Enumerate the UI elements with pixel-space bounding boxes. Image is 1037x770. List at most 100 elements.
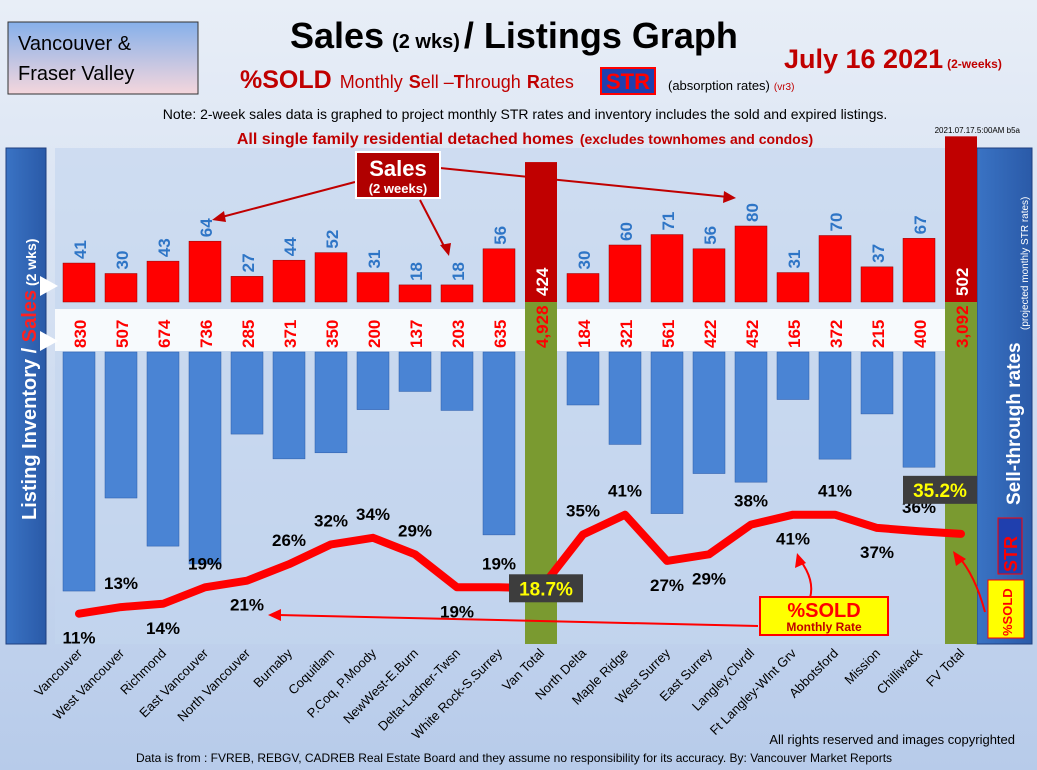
inventory-bar [272,351,306,460]
total-inventory-bar [945,302,977,644]
inventory-label: 184 [575,319,594,348]
inventory-label: 674 [155,319,174,348]
value-band [55,309,975,351]
str-label: 32% [314,511,348,530]
total-sales-label: 424 [533,267,552,296]
sales-label: 31 [365,250,384,269]
sales-label: 80 [743,203,762,222]
sold-callout: %SOLD Monthly Rate [268,551,986,636]
sales-bar [146,260,180,303]
inventory-label: 285 [239,320,258,348]
sales-callout: Sales (2 weeks) [212,151,736,256]
sales-bar [398,284,432,303]
inventory-bar [398,351,432,392]
inventory-label: 635 [491,320,510,348]
str-label: 34% [356,505,390,524]
subtitle: %SOLD Monthly Sell –Through Rates [240,66,574,94]
region-line-2: Fraser Valley [18,63,134,85]
inventory-bar [860,351,894,415]
sales-arrowhead-3 [723,191,736,203]
sales-label: 60 [617,222,636,241]
inventory-label: 203 [449,320,468,348]
str-label: 35% [566,502,600,521]
sales-label: 41 [71,240,90,259]
inventory-bar [776,351,810,400]
sales-arrowhead-2 [440,243,451,256]
inventory-label: 507 [113,320,132,348]
inventory-bar [608,351,642,445]
inventory-label: 452 [743,320,762,348]
sales-label: 30 [113,251,132,270]
sales-bar [860,266,894,303]
date-note: (2-weeks) [947,57,1002,71]
inventory-label: 422 [701,320,720,348]
scope-main: All single family residential detached h… [237,131,574,148]
sales-bar [650,234,684,303]
str-label: 14% [146,619,180,638]
str-label: 21% [230,596,264,615]
sales-label: 18 [407,262,426,281]
str-badge-text: STR [606,69,650,94]
inventory-label: 137 [407,320,426,348]
inventory-bar [104,351,138,499]
sales-label: 70 [827,213,846,232]
region-box [7,21,199,95]
inventory-bar [818,351,852,460]
str-label: 19% [188,554,222,573]
total-sales-label: 502 [953,268,972,296]
sales-bar [230,276,264,303]
rights-text: All rights reserved and images copyright… [769,732,1015,747]
str-label: 19% [440,602,474,621]
str-label: 11% [62,629,95,648]
stamp-text: 2021.07.17.5:00AM b5a [935,126,1021,135]
inventory-label: 215 [869,320,888,348]
title-main: Sales [290,15,384,56]
str-label: 26% [272,531,306,550]
sales-label: 37 [869,244,888,263]
sales-label: 71 [659,212,678,231]
left-panel [5,147,47,645]
str-label: 29% [692,569,726,588]
sales-bar [272,259,306,303]
str-label: 41% [608,482,642,501]
str-label: 29% [398,521,432,540]
total-sales-bar [525,162,557,302]
inventory-bar [734,351,768,483]
absorption-note: (absorption rates) (vr3) [668,78,794,93]
right-sold-text: %SOLD [1000,588,1015,636]
sales-bar [776,272,810,303]
inventory-label: 350 [323,320,342,348]
note-text: Note: 2-week sales data is graphed to pr… [163,106,888,122]
sales-label: 43 [155,238,174,257]
subtitle-ates: ates [540,72,574,92]
inventory-bar [902,351,936,468]
subtitle-hrough: hrough [465,72,521,92]
str-total-label: 35.2% [913,481,967,502]
sales-label: 56 [491,226,510,245]
inventory-bar [650,351,684,514]
sales-callout-box [355,151,441,199]
sales-pointer-arrow [40,276,58,296]
sales-label: 64 [197,218,216,237]
sales-bar [356,272,390,303]
sales-label: 67 [911,215,930,234]
left-weeks: (2 wks) [23,239,39,290]
inventory-bar [356,351,390,410]
inventory-label: 372 [827,320,846,348]
sales-label: 31 [785,250,804,269]
sold-arrowhead-right [953,551,966,566]
subtitle-r: R [527,72,540,92]
inventory-label: 4,928 [533,305,552,348]
str-total-box [903,475,977,504]
sales-bar [608,244,642,303]
inventory-bar [314,351,348,454]
sales-callout-title: Sales [369,156,427,181]
absorption-text: (absorption rates) [668,78,770,93]
subtitle-monthly: Monthly [340,72,403,92]
sales-arrow-1 [217,181,356,219]
date-main: July 16 2021 [784,44,943,74]
inventory-pointer-arrow [40,331,58,351]
sales-bar [692,248,726,303]
region-line-1: Vancouver & [18,33,132,55]
